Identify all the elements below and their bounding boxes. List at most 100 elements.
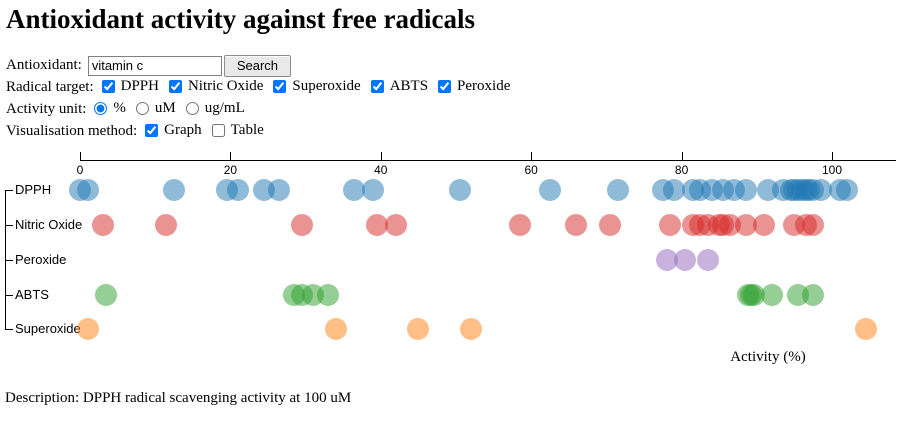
activity-unit-radio-um[interactable] <box>135 101 149 115</box>
radical-target-option-dpph[interactable]: DPPH <box>100 78 159 95</box>
data-point-peroxide <box>696 249 719 271</box>
data-point-dpph <box>163 179 185 201</box>
data-point-abts <box>742 284 765 306</box>
radical-target-option-superoxide[interactable]: Superoxide <box>271 77 361 95</box>
data-point-nitric-oxide <box>290 214 313 236</box>
data-point-nitric-oxide <box>753 214 776 236</box>
activity-chart: Activity (%) 0 20 40 60 80 100 DPPH Nitric Oxid… <box>0 147 904 377</box>
data-point-dpph <box>539 179 561 201</box>
x-tick <box>832 152 833 160</box>
x-tick-label: 40 <box>374 163 388 177</box>
x-tick-label: 0 <box>76 163 84 177</box>
data-point-peroxide <box>674 249 697 271</box>
y-tick <box>5 190 13 191</box>
radical-target-option-peroxide[interactable]: Peroxide <box>436 78 510 95</box>
radical-target-checkbox-dpph[interactable] <box>101 79 115 93</box>
category-label-nitric-oxide: Nitric Oxide <box>15 217 83 232</box>
activity-unit-radio-percent[interactable] <box>94 101 108 115</box>
data-point-nitric-oxide <box>802 214 825 236</box>
y-tick <box>5 295 13 296</box>
data-point-nitric-oxide <box>91 214 114 236</box>
data-point-dpph <box>606 179 629 201</box>
visualisation-option-label: Graph <box>164 121 202 138</box>
x-axis-line <box>80 160 896 161</box>
x-tick-label: 80 <box>674 163 689 177</box>
radical-target-checkbox-peroxide[interactable] <box>438 79 452 93</box>
data-point-dpph <box>268 179 291 201</box>
x-tick-label: 20 <box>223 163 238 177</box>
x-tick <box>531 152 533 160</box>
activity-unit-options: % uM ug/mL <box>92 100 252 120</box>
activity-unit-option-label: ug/mL <box>204 99 245 116</box>
radical-target-row: Radical target: DPPH Nitric Oxide Superoxi… <box>6 77 904 98</box>
radical-target-options: DPPH Nitric Oxide Superoxide ABTS Peroxide <box>100 78 519 98</box>
visualisation-option-table[interactable]: Table <box>210 122 264 139</box>
data-point-abts <box>802 284 825 306</box>
data-point-dpph <box>734 179 757 201</box>
activity-unit-option-label: % <box>113 99 126 116</box>
data-point-superoxide <box>460 318 483 340</box>
activity-unit-label: Activity unit: <box>6 101 87 117</box>
data-point-abts <box>95 284 118 306</box>
category-label-abts: ABTS <box>15 287 49 302</box>
x-tick <box>230 152 232 160</box>
data-point-nitric-oxide <box>155 214 178 236</box>
data-point-dpph <box>836 179 859 201</box>
y-tick <box>5 329 13 330</box>
data-point-nitric-oxide <box>734 214 757 236</box>
result-description: Description: DPPH radical scavenging act… <box>5 390 352 406</box>
radical-target-option-nitric-oxide[interactable]: Nitric Oxide <box>167 78 263 95</box>
visualisation-checkbox-graph[interactable] <box>145 123 159 137</box>
search-input[interactable] <box>87 55 222 76</box>
visualisation-checkbox-table[interactable] <box>211 123 225 137</box>
visualisation-method-row: Visualisation method: Graph Table <box>6 121 904 142</box>
x-tick-label: 60 <box>524 163 538 177</box>
category-label-superoxide: Superoxide <box>15 321 81 336</box>
radical-target-checkbox-superoxide[interactable] <box>273 79 287 93</box>
data-point-superoxide <box>854 318 877 340</box>
antioxidant-label: Antioxidant: <box>6 57 82 73</box>
data-point-dpph <box>448 179 471 201</box>
data-point-dpph <box>76 179 99 201</box>
radical-target-option-label: ABTS <box>389 77 429 94</box>
data-point-nitric-oxide <box>366 214 389 236</box>
data-point-nitric-oxide <box>599 214 622 236</box>
page-title: Antioxidant activity against free radica… <box>6 4 475 34</box>
x-axis-title: Activity (%) <box>730 349 806 365</box>
data-point-dpph <box>343 179 366 201</box>
data-point-dpph <box>226 179 249 201</box>
radical-target-checkbox-abts[interactable] <box>370 79 384 93</box>
data-point-nitric-oxide <box>508 214 531 236</box>
activity-unit-option-percent[interactable]: % <box>92 100 126 117</box>
category-label-peroxide: Peroxide <box>15 252 67 267</box>
search-button[interactable]: Search <box>223 54 292 77</box>
x-tick <box>80 152 81 160</box>
data-point-superoxide <box>324 318 347 340</box>
visualisation-method-options: Graph Table <box>143 122 272 142</box>
antioxidant-row: Antioxidant: Search <box>6 54 904 77</box>
category-label-dpph: DPPH <box>15 182 52 197</box>
activity-unit-radio-ug-ml[interactable] <box>185 101 199 115</box>
data-point-abts <box>317 284 340 306</box>
data-point-peroxide <box>655 249 678 271</box>
activity-unit-option-ug-ml[interactable]: ug/mL <box>184 100 245 117</box>
radical-target-option-label: DPPH <box>120 77 159 94</box>
visualisation-option-label: Table <box>230 121 264 138</box>
visualisation-option-graph[interactable]: Graph <box>143 122 202 139</box>
data-point-abts <box>760 284 783 306</box>
visualisation-method-label: Visualisation method: <box>6 123 138 139</box>
x-tick-label: 100 <box>821 163 843 177</box>
radical-target-option-label: Peroxide <box>457 77 511 94</box>
search-form: Antioxidant: Search Radical target: DPPH… <box>6 54 904 142</box>
radical-target-label: Radical target: <box>6 79 94 95</box>
data-point-nitric-oxide <box>565 214 588 236</box>
radical-target-checkbox-nitric-oxide[interactable] <box>168 79 182 93</box>
data-point-nitric-oxide <box>659 214 682 236</box>
data-point-dpph <box>362 179 385 201</box>
data-point-superoxide <box>407 318 430 340</box>
radical-target-option-label: Superoxide <box>292 77 361 94</box>
activity-unit-option-um[interactable]: uM <box>134 100 176 117</box>
y-tick <box>5 260 13 261</box>
radical-target-option-abts[interactable]: ABTS <box>369 78 428 95</box>
x-tick <box>380 152 382 160</box>
